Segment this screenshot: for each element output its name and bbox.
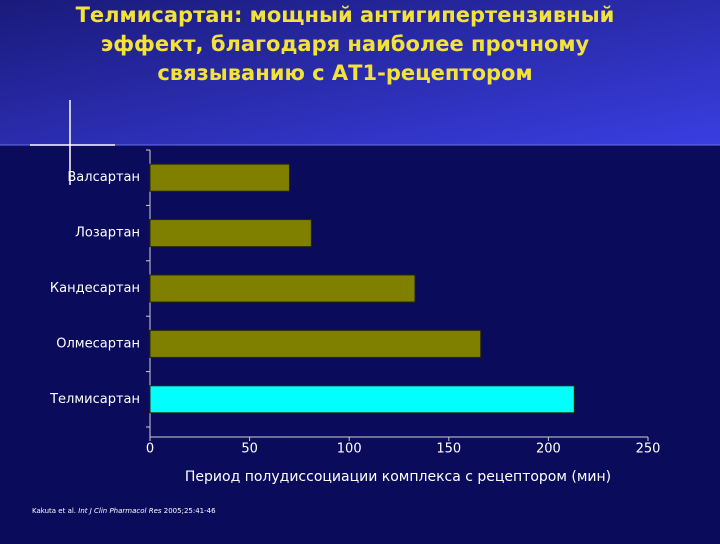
x-tick-label: 100 [337, 442, 362, 457]
bar [149, 163, 290, 192]
bar [149, 274, 416, 303]
title-line: связыванию с АТ1-рецептором [157, 61, 532, 85]
citation-details: 2005;25:41-46 [164, 507, 216, 515]
header-background [0, 0, 720, 145]
citation: Kakuta et al. Int J Clin Pharmacol Res 2… [32, 507, 216, 515]
bar [149, 219, 312, 248]
citation-journal: Int J Clin Pharmacol Res [78, 507, 162, 515]
x-tick-label: 150 [436, 442, 461, 457]
x-axis-label: Период полудиссоциации комплекса с рецеп… [185, 469, 611, 485]
title-line: Телмисартан: мощный антигипертензивный [76, 3, 615, 27]
title-line: эффект, благодаря наиболее прочному [101, 32, 590, 56]
x-tick-label: 0 [146, 442, 154, 457]
y-tick-label: Олмесартан [56, 336, 140, 351]
y-tick-label: Валсартан [67, 170, 140, 185]
x-tick-label: 200 [536, 442, 561, 457]
citation-authors: Kakuta et al. [32, 507, 76, 515]
x-tick-label: 50 [241, 442, 258, 457]
bar [149, 329, 482, 358]
x-tick-label: 250 [636, 442, 661, 457]
bar [149, 385, 575, 414]
y-tick-label: Кандесартан [50, 281, 140, 296]
y-tick-label: Телмисартан [49, 392, 140, 407]
y-tick-label: Лозартан [75, 226, 140, 241]
